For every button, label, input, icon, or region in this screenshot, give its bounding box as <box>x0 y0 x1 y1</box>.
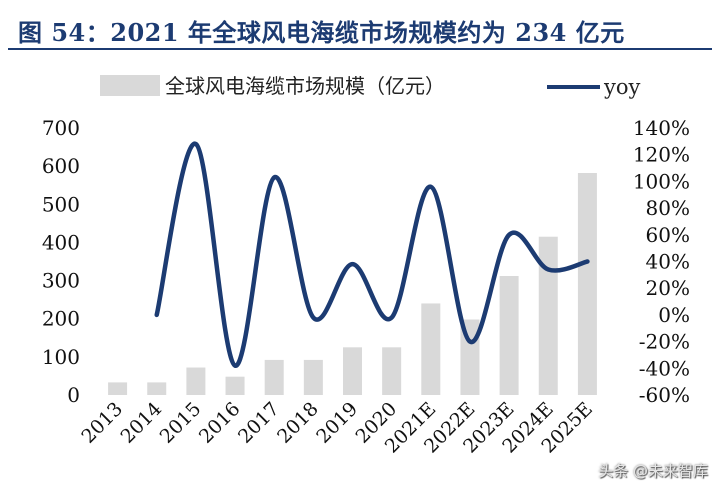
legend-bar-label: 全球风电海缆市场规模（亿元） <box>165 74 445 98</box>
right-tick-label: 40% <box>646 250 690 274</box>
bar-2017 <box>264 359 284 395</box>
bar-2014 <box>147 382 167 395</box>
bar-2023E <box>499 275 519 395</box>
left-tick-label: 600 <box>42 154 80 178</box>
x-tick-label: 2015 <box>156 398 206 448</box>
right-tick-label: -20% <box>639 330 690 354</box>
left-tick-label: 300 <box>42 269 80 293</box>
left-tick-label: 0 <box>67 383 80 407</box>
right-tick-label: 100% <box>633 169 690 193</box>
bar-2025E <box>577 173 597 395</box>
legend-line-label: yoy <box>603 75 641 99</box>
bar-2020 <box>382 347 402 395</box>
left-tick-label: 500 <box>42 192 80 216</box>
right-tick-label: 120% <box>633 143 690 167</box>
yoy-line <box>154 141 590 368</box>
right-tick-label: -40% <box>639 356 690 380</box>
bar-2015 <box>186 367 206 395</box>
right-tick-label: 60% <box>646 223 690 247</box>
bar-2013 <box>108 382 128 395</box>
right-tick-label: 0% <box>658 303 690 327</box>
right-tick-label: 20% <box>646 276 690 300</box>
bar-2016 <box>225 376 245 395</box>
bar-2018 <box>303 359 323 395</box>
left-tick-label: 400 <box>42 230 80 254</box>
watermark: 头条 @未来智库 <box>598 462 708 480</box>
bar-2024E <box>538 236 558 395</box>
bar-2021E <box>421 303 441 395</box>
bar-2019 <box>343 347 362 395</box>
x-tick-label: 2016 <box>195 398 245 448</box>
right-tick-label: -60% <box>639 383 690 407</box>
left-tick-label: 700 <box>42 116 80 140</box>
title-bar: 图 54：2021 年全球风电海缆市场规模约为 234 亿元 <box>8 4 712 50</box>
left-tick-label: 200 <box>42 307 80 331</box>
right-tick-label: 140% <box>633 116 690 140</box>
legend-bar-swatch <box>100 75 160 96</box>
x-tick-label: 2017 <box>234 398 284 448</box>
x-tick-label: 2013 <box>77 398 127 448</box>
left-tick-label: 100 <box>42 345 80 369</box>
x-tick-label: 2014 <box>117 398 167 448</box>
chart-title: 图 54：2021 年全球风电海缆市场规模约为 234 亿元 <box>18 18 625 47</box>
x-tick-label: 2018 <box>273 398 323 448</box>
x-tick-label: 2019 <box>312 398 362 448</box>
right-tick-label: 80% <box>646 196 690 220</box>
